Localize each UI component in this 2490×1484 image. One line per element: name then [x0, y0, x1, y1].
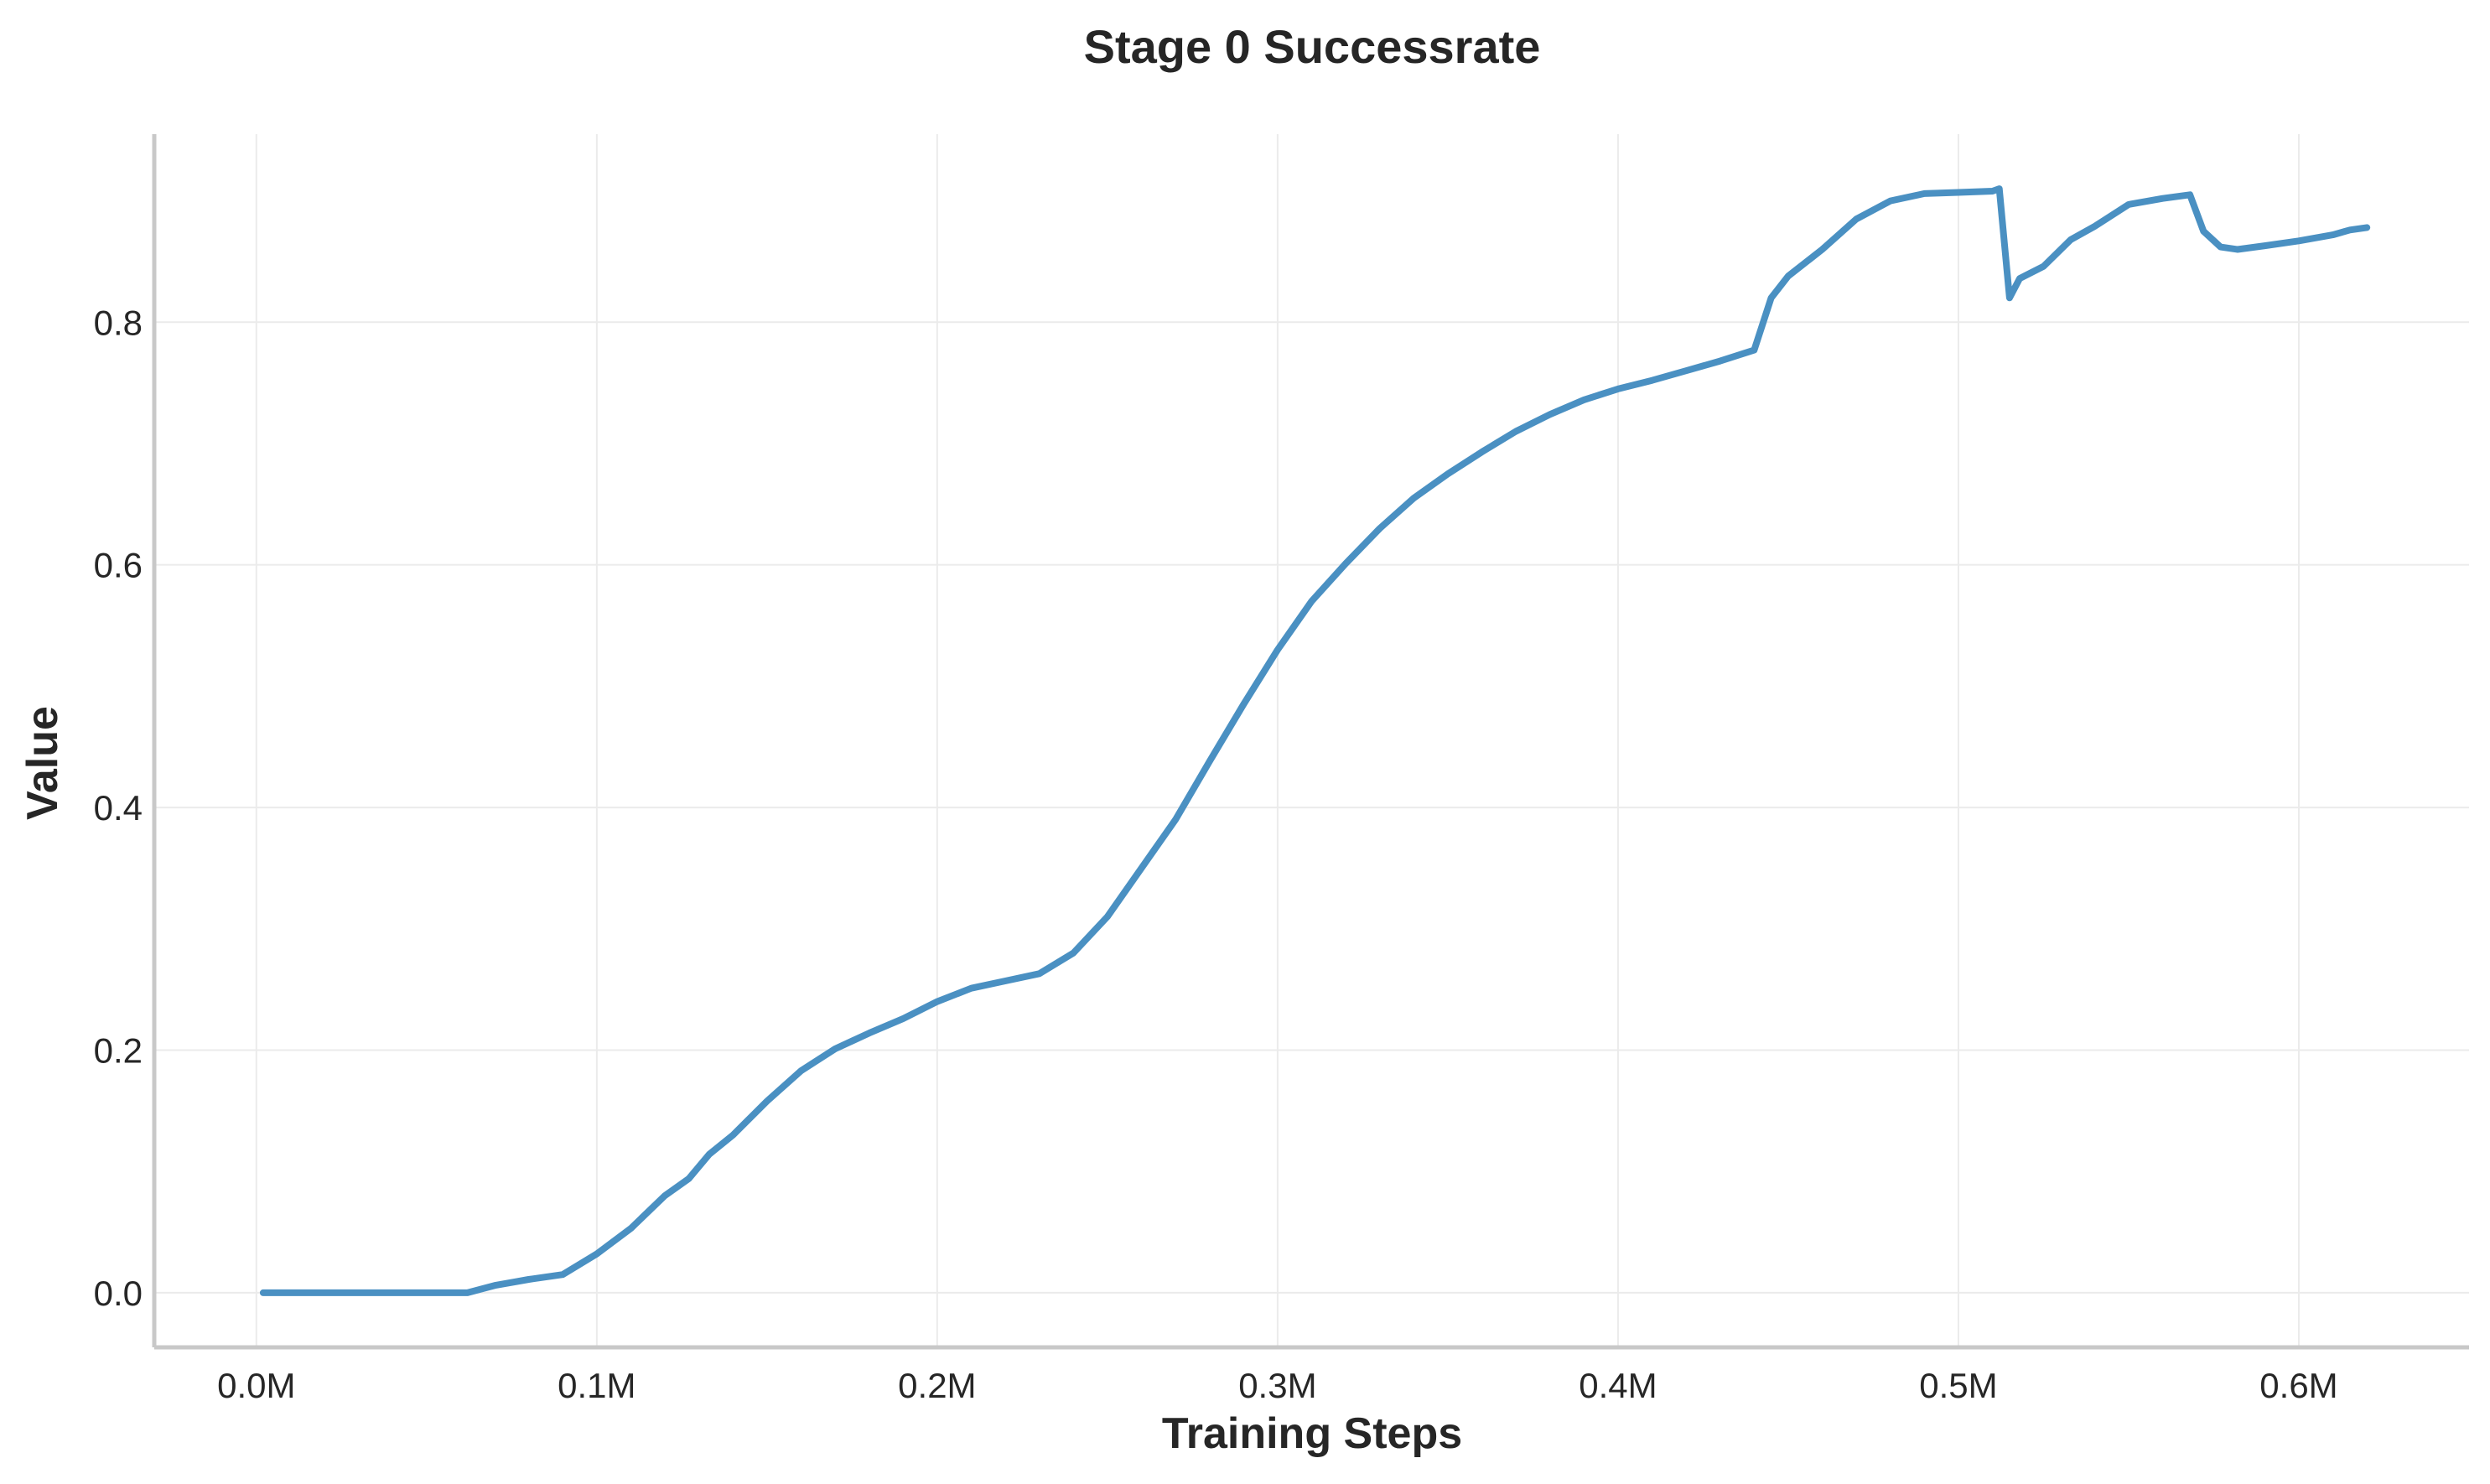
chart-title: Stage 0 Successrate	[1084, 20, 1541, 73]
series-layer	[259, 185, 2371, 1296]
y-tick-label: 0.4	[94, 788, 143, 828]
y-tick-label: 0.6	[94, 546, 143, 585]
y-tick-labels: 0.0 0.2 0.4 0.6 0.8	[94, 303, 143, 1313]
x-tick-label: 0.5M	[1919, 1366, 1997, 1405]
y-axis-label: Value	[18, 706, 67, 820]
y-tick-label: 0.0	[94, 1274, 143, 1313]
x-tick-label: 0.2M	[898, 1366, 976, 1405]
x-tick-label: 0.3M	[1238, 1366, 1316, 1405]
x-tick-label: 0.6M	[2259, 1366, 2337, 1405]
grid-layer	[154, 134, 2469, 1347]
y-tick-label: 0.8	[94, 303, 143, 342]
x-tick-label: 0.4M	[1579, 1366, 1657, 1405]
y-tick-label: 0.2	[94, 1030, 143, 1070]
x-tick-labels: 0.0M 0.1M 0.2M 0.3M 0.4M 0.5M 0.6M	[217, 1366, 2338, 1405]
series-line	[259, 185, 2371, 1296]
x-tick-label: 0.0M	[217, 1366, 295, 1405]
x-tick-label: 0.1M	[558, 1366, 635, 1405]
x-axis-label: Training Steps	[1162, 1409, 1462, 1458]
